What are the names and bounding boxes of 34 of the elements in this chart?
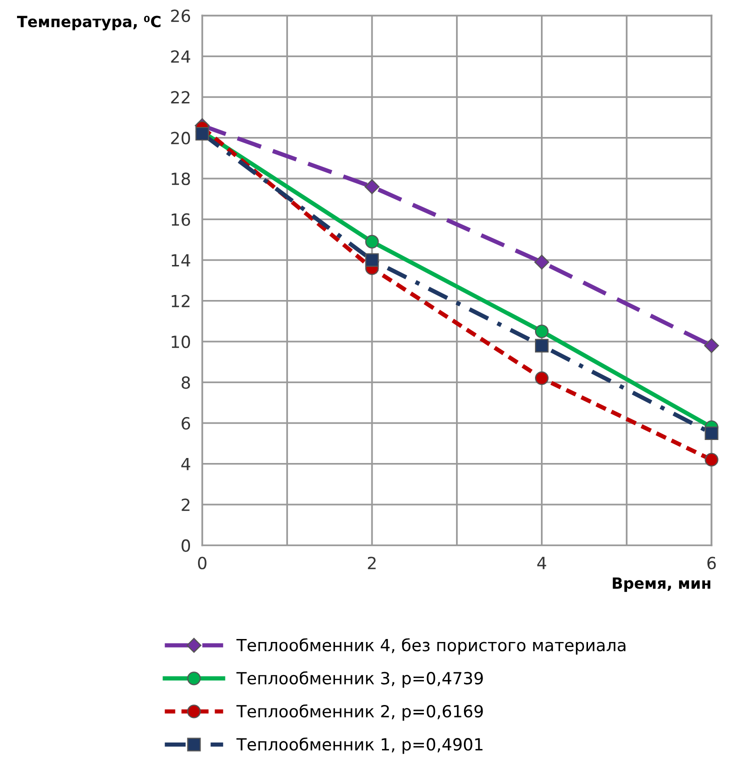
legend-label: Теплообменник 1, p=0,4901 — [236, 737, 482, 754]
x-axis-title: Время, мин — [612, 578, 710, 592]
y-tick-label: 18 — [172, 172, 190, 186]
x-tick-label: 0 — [198, 556, 206, 570]
point — [364, 179, 380, 194]
point — [704, 338, 719, 354]
legend-label: Теплообменник 2, p=0,6169 — [236, 704, 483, 721]
point — [534, 254, 550, 270]
y-tick-label: 2 — [182, 498, 190, 511]
legend-label: Теплообменник 3, p=0,4739 — [236, 671, 483, 688]
point — [365, 234, 379, 249]
x-tick-label: 6 — [707, 556, 716, 570]
point — [534, 324, 549, 338]
y-tick-label: 4 — [181, 458, 190, 470]
y-tick-label: 0 — [182, 539, 190, 552]
y-tick-label: 6 — [182, 417, 190, 430]
y-tick-label: 24 — [171, 50, 190, 63]
point — [365, 253, 379, 267]
y-tick-label: 26 — [171, 10, 190, 22]
point — [534, 371, 549, 386]
y-tick-label: 14 — [172, 254, 190, 266]
y-tick-label: 16 — [172, 213, 190, 226]
x-tick-label: 4 — [537, 556, 546, 570]
y-tick-label: 20 — [171, 132, 190, 144]
y-tick-label: 8 — [182, 376, 190, 389]
y-tick-label: 10 — [172, 336, 190, 348]
y-tick-label: 12 — [172, 294, 190, 308]
point — [534, 338, 549, 352]
legend-label: Теплообменник 4, без пористого материала — [236, 638, 626, 655]
y-tick-label: 22 — [171, 91, 190, 104]
x-tick-label: 2 — [368, 556, 376, 570]
point — [704, 426, 718, 440]
point — [704, 452, 718, 467]
y-axis-title: Температура, ⁰C — [17, 16, 161, 30]
